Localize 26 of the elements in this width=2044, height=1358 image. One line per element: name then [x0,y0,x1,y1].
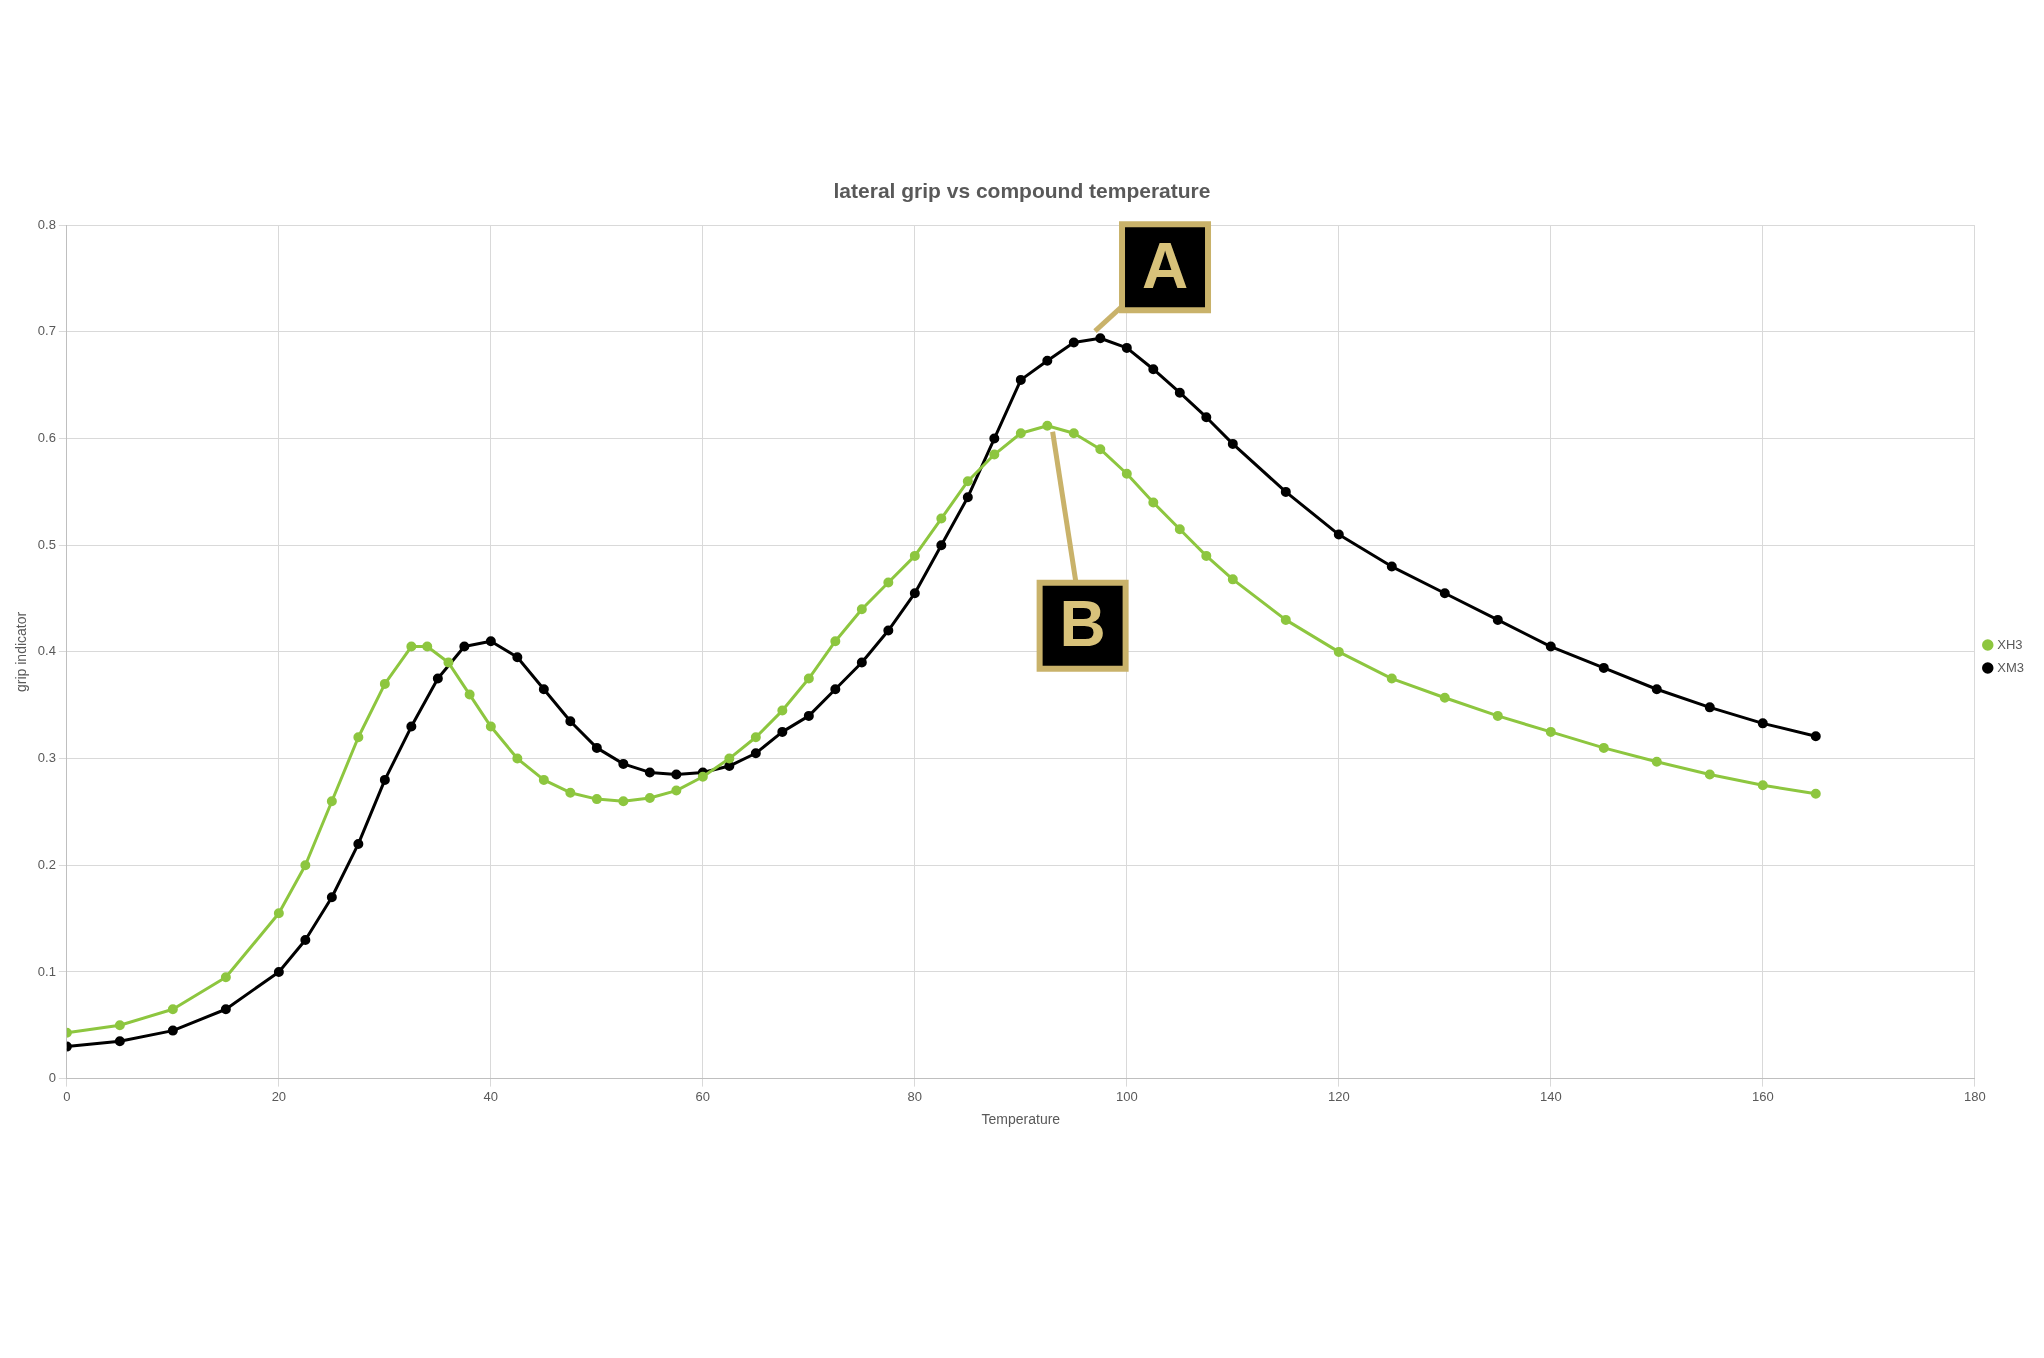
x-tick-label: 80 [907,1088,923,1104]
y-tick-label: 0.7 [37,323,56,339]
x-axis-title: Temperature [981,1111,1061,1128]
y-tick-label: 0.1 [37,963,56,979]
x-tick-label: 180 [1963,1088,1986,1104]
y-axis-title: grip indicator [13,611,30,692]
legend-label: XM3 [1997,659,2024,675]
y-tick-label: 0.3 [37,750,56,766]
legend-label: XH3 [1997,636,2023,652]
x-tick-label: 20 [271,1088,287,1104]
x-tick-label: 40 [483,1088,499,1104]
x-tick-label: 60 [695,1088,711,1104]
annotation: B [1059,588,1106,661]
chart-title: lateral grip vs compound temperature [833,179,1211,203]
y-tick-label: 0 [48,1070,56,1086]
x-tick-label: 160 [1751,1088,1774,1104]
y-tick-label: 0.4 [37,643,56,659]
x-tick-label: 140 [1539,1088,1562,1104]
x-tick-label: 120 [1327,1088,1350,1104]
y-tick-label: 0.6 [37,430,56,446]
y-tick-label: 0.8 [37,216,56,232]
y-tick-label: 0.5 [37,536,56,552]
x-tick-label: 0 [63,1088,71,1104]
y-tick-label: 0.2 [37,856,56,872]
annotation: A [1141,229,1189,302]
x-tick-label: 100 [1115,1088,1138,1104]
